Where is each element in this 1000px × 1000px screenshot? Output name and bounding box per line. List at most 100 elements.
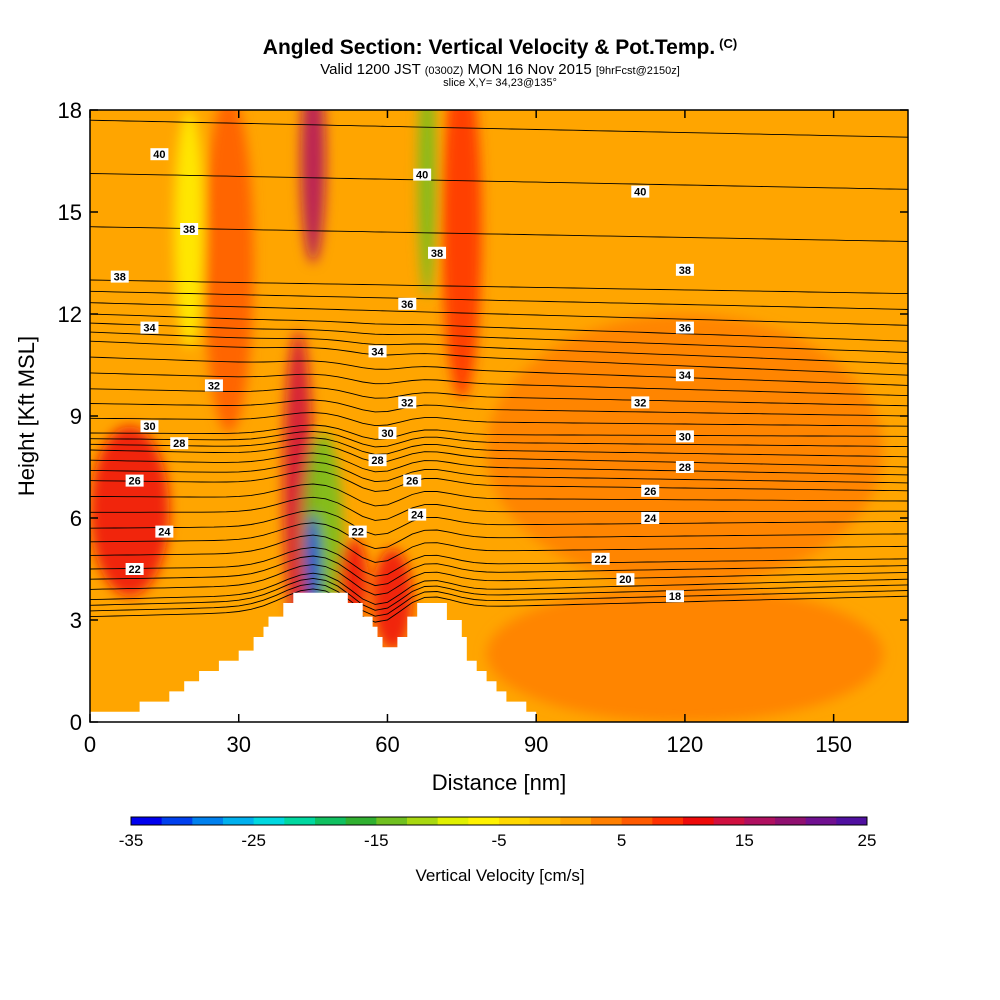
theta-contour-line bbox=[90, 412, 908, 427]
velocity-cell-6 bbox=[305, 514, 321, 617]
x-tick-label: 150 bbox=[815, 732, 852, 757]
colorbar: -35 -25 -15 -5 5 15 25 bbox=[119, 816, 877, 850]
colorbar-swatch bbox=[284, 817, 316, 825]
theta-contour-line bbox=[90, 290, 908, 310]
contour-label-box bbox=[631, 396, 650, 409]
contour-label-box bbox=[413, 168, 432, 181]
theta-contour-label: 26 bbox=[125, 474, 144, 488]
colorbar-swatch bbox=[131, 817, 163, 825]
chart-title-text: Angled Section: Vertical Velocity & Pot.… bbox=[262, 36, 716, 59]
colorbar-tick-label: -25 bbox=[241, 831, 266, 850]
subtitle-date: MON 16 Nov 2015 bbox=[467, 61, 592, 78]
theta-contour-line bbox=[90, 302, 908, 326]
theta-contour-line bbox=[90, 173, 908, 190]
contour-label-box bbox=[368, 345, 387, 358]
colorbar-swatch bbox=[499, 817, 531, 825]
theta-contour-label: 28 bbox=[675, 461, 694, 474]
theta-contour-line bbox=[90, 510, 908, 536]
theta-contour-line bbox=[90, 437, 908, 458]
terrain bbox=[90, 592, 537, 722]
colorbar-swatch bbox=[713, 817, 745, 825]
contour-label-text: 34 bbox=[679, 370, 692, 382]
contour-label-text: 38 bbox=[114, 272, 126, 284]
contour-label-box bbox=[140, 321, 159, 334]
theta-contour-line bbox=[90, 564, 908, 596]
theta-contour-label: 24 bbox=[408, 508, 427, 522]
theta-contour-label: 40 bbox=[150, 148, 169, 161]
y-axis-title: Height [Kft MSL] bbox=[14, 336, 39, 496]
colorbar-swatch bbox=[376, 817, 408, 825]
colorbar-swatch bbox=[805, 817, 837, 825]
contour-label-box bbox=[641, 484, 660, 497]
theta-contour-line bbox=[90, 483, 908, 507]
contour-label-box bbox=[348, 525, 367, 538]
contour-label-text: 26 bbox=[406, 476, 418, 488]
contour-label-box bbox=[675, 369, 694, 382]
subtitle-utc: (0300Z) bbox=[424, 65, 464, 77]
theta-contour-label: 26 bbox=[403, 474, 422, 488]
contour-label-text: 20 bbox=[619, 574, 631, 586]
theta-contour-label: 34 bbox=[675, 369, 694, 382]
theta-contour-label: 18 bbox=[665, 590, 684, 603]
contour-label-text: 32 bbox=[208, 380, 220, 392]
contour-label-box bbox=[591, 552, 610, 565]
theta-contour-label: 24 bbox=[641, 512, 660, 525]
theta-contour-line bbox=[90, 226, 908, 242]
theta-contour-label: 38 bbox=[428, 246, 447, 260]
theta-contour-label: 36 bbox=[675, 321, 694, 335]
velocity-cell-4 bbox=[300, 110, 326, 263]
contour-label-box bbox=[675, 461, 694, 473]
colorbar-swatch bbox=[192, 817, 224, 825]
contour-label-box bbox=[398, 297, 417, 310]
contour-label-text: 34 bbox=[371, 346, 384, 358]
contour-label-box bbox=[150, 148, 169, 161]
colorbar-swatch bbox=[161, 817, 193, 825]
theta-contour-line bbox=[90, 577, 908, 611]
colorbar-tick-label: 25 bbox=[858, 831, 877, 850]
colorbar-swatch bbox=[683, 817, 715, 825]
y-tick-label: 6 bbox=[70, 506, 82, 531]
contour-label-box bbox=[155, 525, 174, 538]
theta-contour-label: 24 bbox=[155, 525, 174, 539]
theta-contour-line bbox=[90, 313, 908, 342]
contour-label-box bbox=[675, 263, 694, 276]
theta-contour-line bbox=[90, 522, 908, 550]
colorbar-swatch bbox=[621, 817, 653, 825]
theta-contour-label: 32 bbox=[398, 396, 417, 409]
theta-contour-label: 26 bbox=[641, 484, 660, 498]
colorbar-tick-label: -15 bbox=[364, 831, 389, 850]
contour-label-text: 26 bbox=[644, 486, 656, 498]
velocity-field-cells bbox=[90, 110, 884, 722]
contour-label-box bbox=[140, 420, 159, 433]
x-axis-title: Distance [nm] bbox=[432, 770, 567, 795]
theta-contour-line bbox=[90, 572, 908, 605]
contour-label-box bbox=[408, 508, 427, 521]
contour-label-box bbox=[170, 437, 189, 450]
colorbar-swatch bbox=[407, 817, 439, 825]
colorbar-swatch bbox=[744, 817, 776, 825]
contour-label-text: 28 bbox=[679, 462, 691, 474]
x-tick-label: 120 bbox=[667, 732, 704, 757]
contour-label-box bbox=[398, 396, 417, 409]
contour-label-box bbox=[110, 270, 129, 283]
chart-slice-info: slice X,Y= 34,23@135° bbox=[443, 77, 557, 89]
contour-label-box bbox=[675, 321, 694, 334]
contour-label-text: 22 bbox=[128, 564, 140, 576]
theta-contour-line bbox=[90, 588, 908, 623]
theta-contour-line bbox=[90, 372, 908, 397]
contour-label-box bbox=[428, 246, 447, 259]
y-tick-label: 3 bbox=[70, 608, 82, 633]
theta-contour-labels: 40 40 40 38 38 38 38 36 36 34 34 34 32 32 32 30 30 30 28 28… bbox=[110, 148, 694, 603]
colorbar-swatch bbox=[529, 817, 561, 825]
colorbar-swatch bbox=[223, 817, 255, 825]
contour-label-box bbox=[125, 474, 144, 487]
colorbar-swatch bbox=[775, 817, 807, 825]
colorbar-title: Vertical Velocity [cm/s] bbox=[415, 866, 584, 885]
theta-contour-label: 32 bbox=[631, 396, 650, 409]
contour-label-text: 30 bbox=[679, 431, 691, 443]
colorbar-swatch bbox=[468, 817, 500, 825]
theta-contour-label: 28 bbox=[368, 454, 387, 467]
contour-label-text: 28 bbox=[173, 438, 185, 450]
contour-label-text: 38 bbox=[431, 248, 443, 260]
